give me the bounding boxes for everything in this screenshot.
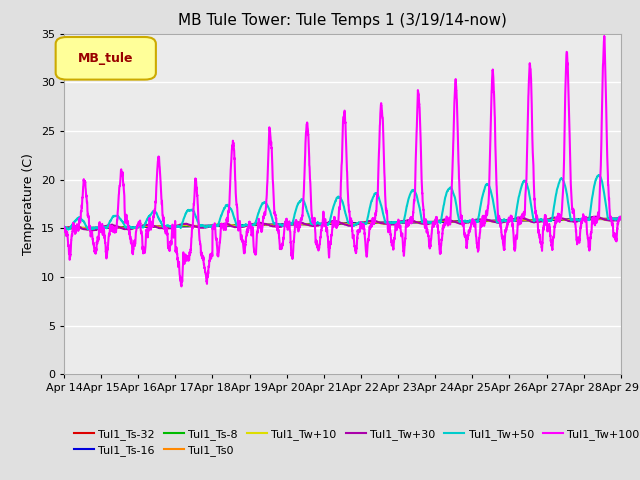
Tul1_Tw+30 [592,214,600,219]
Tul1_Tw+100 [616,215,624,220]
Tul1_Tw+10 [88,227,96,233]
Tul1_Tw+10 [616,216,624,221]
Tul1_Tw+50 [499,217,507,223]
Tul1_Ts-8 [84,226,92,231]
Tul1_Ts-32 [616,216,624,222]
Tul1_Tw+10 [617,216,625,221]
Tul1_Tw+30 [322,221,330,227]
Tul1_Ts-16 [617,216,625,221]
Tul1_Ts-32 [467,218,475,224]
Tul1_Ts-16 [436,219,444,225]
Tul1_Tw+10 [499,219,507,225]
Tul1_Tw+100 [600,33,608,39]
Tul1_Ts-8 [616,216,624,222]
Tul1_Ts0 [322,221,330,227]
Tul1_Ts-16 [160,224,168,229]
Text: MB_tule: MB_tule [78,52,134,65]
Tul1_Ts-8 [161,224,168,230]
Tul1_Ts-32 [436,219,444,225]
Tul1_Tw+30 [60,226,68,231]
Legend: Tul1_Ts-32, Tul1_Ts-16, Tul1_Ts-8, Tul1_Ts0, Tul1_Tw+10, Tul1_Tw+30, Tul1_Tw+50,: Tul1_Ts-32, Tul1_Ts-16, Tul1_Ts-8, Tul1_… [70,424,640,460]
Tul1_Ts-32 [60,226,68,231]
Tul1_Tw+100 [467,222,475,228]
Tul1_Ts-8 [436,218,444,224]
Tul1_Tw+30 [90,228,98,233]
Tul1_Ts-8 [60,225,68,231]
Tul1_Ts-8 [467,218,475,224]
Tul1_Ts0 [467,218,475,224]
Tul1_Tw+100 [322,221,330,227]
Tul1_Tw+50 [595,172,603,178]
FancyBboxPatch shape [56,37,156,80]
Tul1_Tw+30 [161,226,168,231]
Tul1_Tw+100 [499,238,507,243]
Tul1_Tw+10 [589,215,596,220]
Line: Tul1_Ts-32: Tul1_Ts-32 [64,218,621,228]
Tul1_Tw+50 [60,225,68,231]
Tul1_Tw+30 [616,216,624,222]
Tul1_Ts0 [591,215,599,221]
Line: Tul1_Tw+50: Tul1_Tw+50 [64,175,621,229]
Tul1_Ts0 [60,226,68,231]
Line: Tul1_Tw+10: Tul1_Tw+10 [64,217,621,230]
Line: Tul1_Tw+30: Tul1_Tw+30 [64,216,621,230]
Tul1_Ts-32 [499,218,506,224]
Tul1_Ts-16 [467,218,475,224]
Tul1_Tw+10 [467,218,475,224]
Tul1_Tw+30 [467,218,475,224]
Tul1_Ts-32 [617,216,625,221]
Tul1_Tw+100 [178,284,186,289]
Tul1_Ts0 [617,216,625,221]
Tul1_Ts-8 [617,216,625,221]
Y-axis label: Temperature (C): Temperature (C) [22,153,35,255]
Tul1_Tw+50 [322,221,330,227]
Tul1_Tw+50 [64,227,72,232]
Tul1_Ts-32 [322,221,330,227]
Tul1_Tw+10 [436,217,444,223]
Tul1_Ts0 [616,216,624,221]
Tul1_Tw+10 [322,221,330,227]
Tul1_Tw+50 [161,225,168,230]
Tul1_Tw+30 [436,217,444,223]
Tul1_Tw+10 [60,225,68,231]
Tul1_Ts0 [499,219,507,225]
Line: Tul1_Ts-16: Tul1_Ts-16 [64,218,621,228]
Line: Tul1_Ts-8: Tul1_Ts-8 [64,218,621,228]
Tul1_Ts-8 [499,218,507,224]
Tul1_Tw+100 [617,216,625,222]
Tul1_Tw+30 [499,219,507,225]
Tul1_Ts-16 [616,216,624,221]
Tul1_Ts-16 [322,221,330,227]
Line: Tul1_Ts0: Tul1_Ts0 [64,218,621,229]
Tul1_Ts0 [436,218,444,224]
Tul1_Tw+30 [617,216,625,222]
Tul1_Ts0 [161,224,168,230]
Tul1_Tw+100 [160,224,168,230]
Tul1_Tw+100 [436,251,444,256]
Tul1_Ts-16 [499,218,506,224]
Tul1_Tw+50 [436,219,444,225]
Title: MB Tule Tower: Tule Temps 1 (3/19/14-now): MB Tule Tower: Tule Temps 1 (3/19/14-now… [178,13,507,28]
Tul1_Tw+50 [616,216,624,222]
Tul1_Ts-16 [60,226,68,231]
Tul1_Tw+50 [617,216,625,222]
Tul1_Ts-8 [322,221,330,227]
Tul1_Ts-32 [160,224,168,229]
Tul1_Tw+10 [161,225,168,231]
Tul1_Tw+50 [467,219,475,225]
Tul1_Ts0 [90,226,97,232]
Tul1_Ts-8 [593,216,601,221]
Line: Tul1_Tw+100: Tul1_Tw+100 [64,36,621,287]
Tul1_Tw+100 [60,224,68,229]
